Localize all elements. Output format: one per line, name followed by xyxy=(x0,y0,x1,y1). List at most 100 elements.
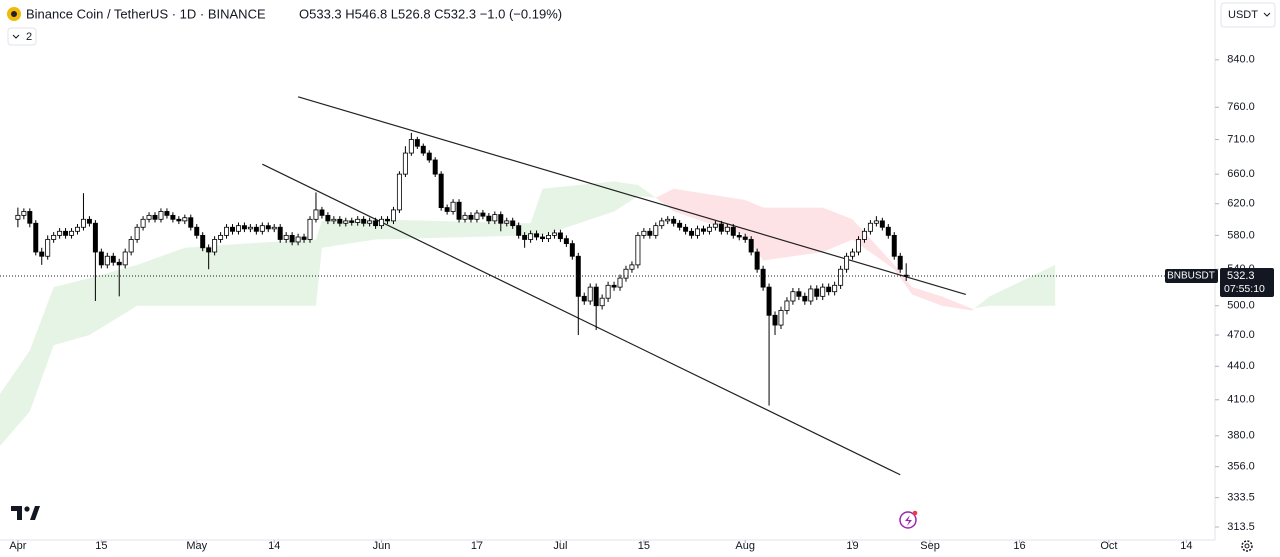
settings-button[interactable] xyxy=(1241,540,1253,552)
candle-body xyxy=(307,218,313,240)
indicator-count[interactable]: 2 xyxy=(26,31,32,43)
trendline xyxy=(297,96,966,296)
candle-body xyxy=(432,159,438,175)
candle-body xyxy=(700,228,706,232)
candle-body xyxy=(635,234,641,266)
candle-body xyxy=(593,286,599,307)
candle-body xyxy=(313,209,319,220)
candle-body xyxy=(63,230,69,236)
cloud-segment xyxy=(763,207,823,261)
candle-body xyxy=(15,214,21,220)
candle-body xyxy=(194,226,200,236)
candle-body xyxy=(605,284,611,299)
y-tick-label: 313.5 xyxy=(1227,521,1255,533)
cloud-segment xyxy=(655,188,674,212)
candle-body xyxy=(110,255,116,263)
candle-body xyxy=(104,255,110,266)
indicator-toggle[interactable] xyxy=(7,27,37,46)
candle-body xyxy=(623,268,629,279)
x-tick-label: 19 xyxy=(846,540,858,552)
candle-body xyxy=(51,234,57,240)
candle-body xyxy=(188,217,194,228)
x-tick-label: Sep xyxy=(920,540,940,552)
candle-body xyxy=(832,284,838,293)
candle-body xyxy=(563,238,569,245)
candle-body xyxy=(885,226,891,236)
candle-body xyxy=(140,218,146,228)
candle-body xyxy=(772,314,778,326)
candle-body xyxy=(790,291,796,302)
y-tick-label: 470.0 xyxy=(1227,329,1255,341)
candle-body xyxy=(146,214,152,220)
candle-body xyxy=(45,239,51,257)
cloud-segment xyxy=(184,243,245,306)
event-icon[interactable] xyxy=(899,510,918,529)
candle-body xyxy=(200,234,206,249)
x-tick-label: Oct xyxy=(1100,540,1117,552)
candle-body xyxy=(844,255,850,270)
candle-body xyxy=(498,214,504,224)
candle-body xyxy=(80,218,86,228)
candle-body xyxy=(689,230,695,236)
candle-body xyxy=(349,220,355,223)
cloud-segment xyxy=(89,264,138,336)
candle-body xyxy=(206,247,212,253)
candle-body xyxy=(510,220,516,227)
candle-body xyxy=(879,220,885,228)
candle-body xyxy=(856,239,861,253)
price-tag-label: 532.3 xyxy=(1227,270,1255,282)
y-tick-label: 410.0 xyxy=(1227,394,1255,406)
cloud-segment xyxy=(971,296,990,311)
candle-body xyxy=(629,264,635,270)
symbol-tag-label: BNBUSDT xyxy=(1167,271,1215,282)
candle-body xyxy=(116,261,122,266)
candle-body xyxy=(545,234,551,240)
candle-body xyxy=(766,286,772,316)
candle-body xyxy=(241,225,247,230)
candle-body xyxy=(796,291,802,297)
candle-body xyxy=(736,234,742,238)
tradingview-logo xyxy=(11,506,40,520)
candle-body xyxy=(57,230,63,236)
candle-body xyxy=(379,218,385,227)
y-tick-label: 356.0 xyxy=(1227,461,1255,473)
cloud-segment xyxy=(745,199,764,261)
currency-label[interactable]: USDT xyxy=(1228,9,1258,21)
currency-button[interactable] xyxy=(1220,2,1276,28)
cloud-segment xyxy=(53,278,90,346)
candle-body xyxy=(319,209,325,216)
candle-body xyxy=(665,218,671,222)
plot-area xyxy=(0,96,1056,476)
candle-body xyxy=(277,226,283,240)
x-tick-label: May xyxy=(186,540,207,552)
candle-body xyxy=(534,233,540,238)
candle-body xyxy=(569,243,575,257)
y-tick-label: 333.5 xyxy=(1227,492,1255,504)
candle-body xyxy=(343,220,349,224)
x-tick-label: Jun xyxy=(373,540,391,552)
candle-body xyxy=(820,286,826,297)
y-tick-label: 620.0 xyxy=(1227,198,1255,210)
candle-body xyxy=(867,222,873,232)
candle-body xyxy=(504,220,510,224)
candle-body xyxy=(408,139,414,154)
candle-body xyxy=(253,226,259,232)
candle-body xyxy=(778,310,784,326)
cloud-segment xyxy=(941,296,972,311)
cloud-segment xyxy=(375,219,531,240)
candle-body xyxy=(414,139,420,147)
candle-body xyxy=(611,284,617,288)
candle-body xyxy=(134,226,140,240)
candle-body xyxy=(730,226,736,236)
cloud-segment xyxy=(912,287,942,306)
candle-body xyxy=(385,218,390,222)
countdown-label: 07:55:10 xyxy=(1224,283,1265,295)
candle-body xyxy=(760,268,766,288)
candle-body xyxy=(420,145,426,154)
candle-body xyxy=(653,225,659,236)
cloud-segment xyxy=(0,350,30,446)
x-tick-label: Jul xyxy=(553,540,567,552)
candle-body xyxy=(838,268,844,286)
currency-chevron xyxy=(1263,12,1271,17)
